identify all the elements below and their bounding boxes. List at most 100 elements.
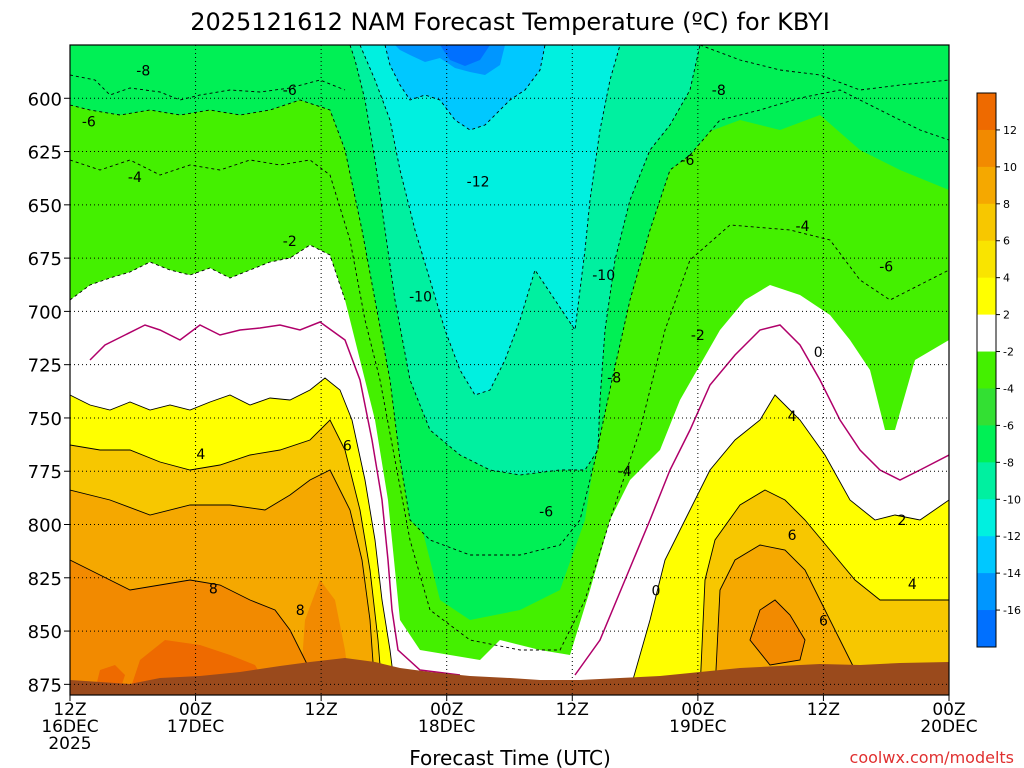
colorbar-label: -4 xyxy=(1003,382,1014,395)
freezing-line xyxy=(89,321,949,676)
colorbar-label: -16 xyxy=(1003,604,1021,617)
y-tick-label: 750 xyxy=(28,409,62,430)
y-tick-label: 775 xyxy=(28,462,62,483)
isotherm-label: -10 xyxy=(592,268,615,284)
colorbar-label: 6 xyxy=(1003,235,1010,248)
isotherm-label: 2 xyxy=(897,513,906,529)
x-tick-label: 17DEC xyxy=(167,717,224,737)
x-tick-label: 12Z xyxy=(556,700,589,720)
x-tick-label: 16DEC xyxy=(41,717,98,737)
colorbar-label: -2 xyxy=(1003,346,1014,359)
colorbar-swatch xyxy=(977,166,996,205)
x-tick-label: 20DEC xyxy=(920,717,977,737)
colorbar-label: -14 xyxy=(1003,567,1021,580)
isotherm-label: -6 xyxy=(283,83,297,99)
plot-area xyxy=(70,45,949,695)
x-tick-label: 00Z xyxy=(179,700,212,720)
colorbar: 12 10 8 6 4 2 -2 -4 -6 -8 -10 -12 -14 -16 xyxy=(976,92,1021,648)
colorbar-swatch xyxy=(977,240,996,279)
warm-isotherm-lines xyxy=(70,377,949,691)
colorbar-label: 2 xyxy=(1003,309,1010,322)
colorbar-swatch xyxy=(977,462,996,500)
y-tick-label: 675 xyxy=(28,249,62,270)
colorbar-swatch xyxy=(977,129,996,168)
y-tick-label: 650 xyxy=(28,196,62,217)
terrain-ground xyxy=(70,658,949,695)
y-tick-label: 725 xyxy=(28,356,62,377)
isotherm-label: -6 xyxy=(680,153,694,169)
isotherm-label: -12 xyxy=(467,174,490,190)
x-tick-label: 18DEC xyxy=(418,717,475,737)
isotherm-label: 6 xyxy=(343,439,352,455)
isotherm-label: 6 xyxy=(819,613,828,629)
colorbar-swatch xyxy=(977,93,996,131)
isotherm-label: -10 xyxy=(409,289,432,305)
colorbar-swatch xyxy=(977,277,996,316)
colorbar-swatch xyxy=(977,573,996,611)
y-tick-label: 800 xyxy=(28,516,62,537)
isotherm-label: -8 xyxy=(136,64,150,80)
isotherm-label: -6 xyxy=(879,260,893,276)
x-tick-label: 00Z xyxy=(430,700,463,720)
isotherm-label: -4 xyxy=(128,170,142,186)
isotherm-label: -4 xyxy=(618,464,632,480)
band-minus10 xyxy=(360,45,620,395)
band-minus12 xyxy=(385,45,545,130)
isotherm-label: 8 xyxy=(296,603,305,619)
y-tick-label: 700 xyxy=(28,302,62,323)
band-minus16 xyxy=(440,45,490,66)
colorbar-label: 4 xyxy=(1003,272,1010,285)
isotherm-label: -8 xyxy=(607,370,621,386)
colorbar-swatch xyxy=(977,610,996,648)
y-tick-label: 875 xyxy=(28,675,62,696)
band-orange-8 xyxy=(70,560,805,690)
grid-lines xyxy=(70,45,949,695)
isotherm-label: -2 xyxy=(283,234,297,250)
y-tick-label: 625 xyxy=(28,143,62,164)
x-tick-label: 12Z xyxy=(305,700,338,720)
colorbar-label: 10 xyxy=(1003,161,1017,174)
isotherm-lines xyxy=(70,45,949,651)
colorbar-swatch xyxy=(977,314,996,353)
x-tick-label: 00Z xyxy=(932,700,965,720)
colorbar-swatch xyxy=(977,536,996,574)
colorbar-swatch xyxy=(977,351,996,389)
isotherm-label: 8 xyxy=(209,581,218,597)
isotherm-label: 6 xyxy=(788,528,797,544)
colorbar-label: -8 xyxy=(1003,456,1014,469)
colorbar-swatch xyxy=(977,203,996,242)
isotherm-label: 4 xyxy=(908,577,917,593)
isotherm-label: 0 xyxy=(652,584,661,600)
y-tick-label: 850 xyxy=(28,622,62,643)
colorbar-swatch xyxy=(977,388,996,426)
isotherm-label: 4 xyxy=(788,409,797,425)
isotherm-label-layer: -8 -6 -6 -8 -4 -12 -6 -4 -2 -10 -10 -6 -2 0 -8 -4 -6 4 6 4 8… xyxy=(82,64,917,630)
isotherm-label: 4 xyxy=(196,447,205,463)
isotherm-label: -8 xyxy=(712,83,726,99)
y-tick-label: 825 xyxy=(28,569,62,590)
colorbar-label: -12 xyxy=(1003,530,1021,543)
colorbar-swatch xyxy=(977,499,996,537)
colorbar-label: -10 xyxy=(1003,493,1021,506)
chart-title: 2025121612 NAM Forecast Temperature (ºC)… xyxy=(190,8,830,36)
colorbar-frame xyxy=(976,92,997,648)
y-axis: 600 625 650 675 700 725 750 775 800 825 850 875 xyxy=(28,89,70,696)
isotherm-label: -2 xyxy=(691,328,705,344)
x-axis-title: Forecast Time (UTC) xyxy=(409,746,611,768)
y-tick-label: 600 xyxy=(28,89,62,110)
x-tick-label: 00Z xyxy=(681,700,714,720)
isotherm-label: -4 xyxy=(796,219,810,235)
isotherm-label: -6 xyxy=(539,505,553,521)
credit-text: coolwx.com/modelts xyxy=(850,748,1014,767)
x-tick-label: 12Z xyxy=(807,700,840,720)
x-tick-label: 12Z xyxy=(53,700,86,720)
colorbar-label: 8 xyxy=(1003,198,1010,211)
colorbar-label: 12 xyxy=(1003,124,1017,137)
colorbar-label: -6 xyxy=(1003,419,1014,432)
isotherm-label: 0 xyxy=(814,345,823,361)
isotherm-label: -6 xyxy=(82,115,96,131)
x-tick-label: 19DEC xyxy=(669,717,726,737)
plot-frame xyxy=(69,44,950,696)
